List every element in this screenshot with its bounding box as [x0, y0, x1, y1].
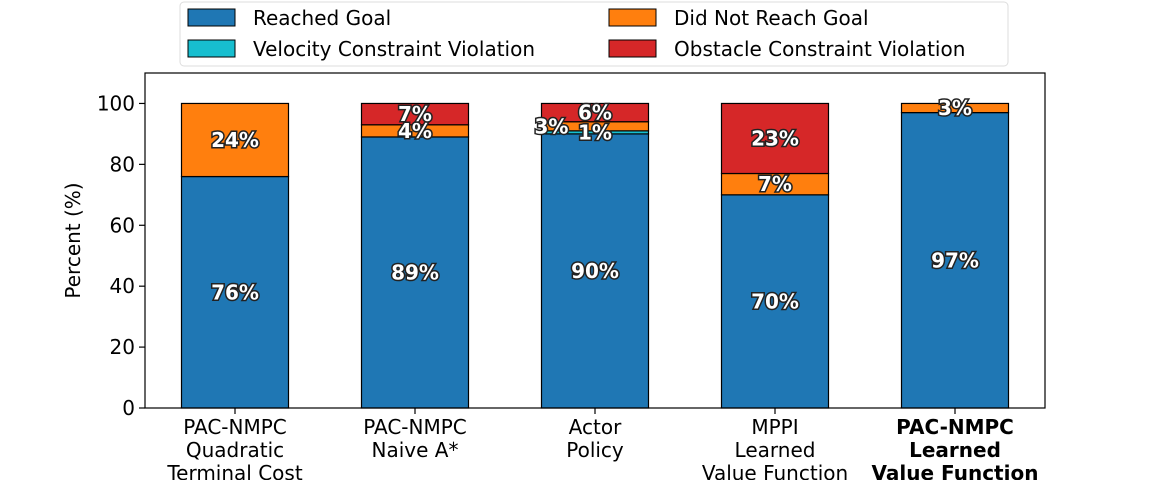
- data-label: 70%: [751, 289, 799, 313]
- bar-segment: [900, 102, 1010, 114]
- data-label: 76%: [211, 280, 259, 304]
- y-tick-label: 0: [122, 396, 135, 420]
- data-label: 4%: [398, 119, 432, 143]
- legend-swatch: [608, 8, 657, 27]
- bar-segment: [720, 102, 830, 175]
- data-label: 1%: [578, 120, 612, 144]
- x-tick-label: MPPI Learned Value Function: [702, 415, 848, 480]
- bar-segment: [180, 102, 290, 178]
- data-label: 3%: [535, 114, 569, 138]
- x-axis: PAC-NMPC Quadratic Terminal Cost PAC-NMPC Na…: [166, 408, 1038, 480]
- bar-segment: [360, 102, 470, 126]
- x-tick-label: Actor Policy: [566, 415, 624, 462]
- data-label: 7%: [398, 102, 432, 126]
- x-tick-label: PAC-NMPC Naive A*: [363, 415, 467, 462]
- legend-label: Did Not Reach Goal: [674, 6, 869, 30]
- y-tick-label: 20: [110, 335, 135, 359]
- x-tick-label: PAC-NMPC Quadratic Terminal Cost: [166, 415, 303, 480]
- legend-swatch: [187, 39, 236, 58]
- y-tick-label: 100: [97, 91, 135, 115]
- data-label: 23%: [751, 126, 799, 150]
- data-label: 3%: [938, 96, 972, 120]
- y-axis: 0 20 40 60 80 100: [97, 91, 145, 420]
- legend-swatch: [187, 8, 236, 27]
- legend: Reached Goal Did Not Reach Goal Velocity C…: [179, 1, 1009, 67]
- data-label: 90%: [571, 259, 619, 283]
- legend-label: Obstacle Constraint Violation: [674, 37, 965, 61]
- bar-segment: [180, 175, 290, 409]
- legend-label: Reached Goal: [253, 6, 391, 30]
- data-labels: 76%24%89%4%7%90%1%3%6%70%7%23%97%3%: [210, 95, 981, 315]
- bar-segment: [540, 102, 650, 123]
- bars: [180, 102, 1010, 409]
- data-label: 24%: [211, 128, 259, 152]
- data-label: 7%: [758, 172, 792, 196]
- y-tick-label: 60: [110, 213, 135, 237]
- legend-frame: [179, 1, 1009, 67]
- data-label: 97%: [931, 248, 979, 272]
- bar-segment: [360, 136, 470, 409]
- y-axis-label: Percent (%): [61, 182, 85, 298]
- data-label: 89%: [391, 260, 439, 284]
- data-label: 6%: [578, 101, 612, 125]
- y-tick-label: 40: [110, 274, 135, 298]
- legend-label: Velocity Constraint Violation: [253, 37, 535, 61]
- bar-segment: [720, 194, 830, 409]
- y-tick-label: 80: [110, 152, 135, 176]
- legend-swatch: [608, 39, 657, 58]
- bar-segment: [900, 111, 1010, 409]
- x-tick-label: PAC-NMPC Learned Value Function: [872, 415, 1039, 480]
